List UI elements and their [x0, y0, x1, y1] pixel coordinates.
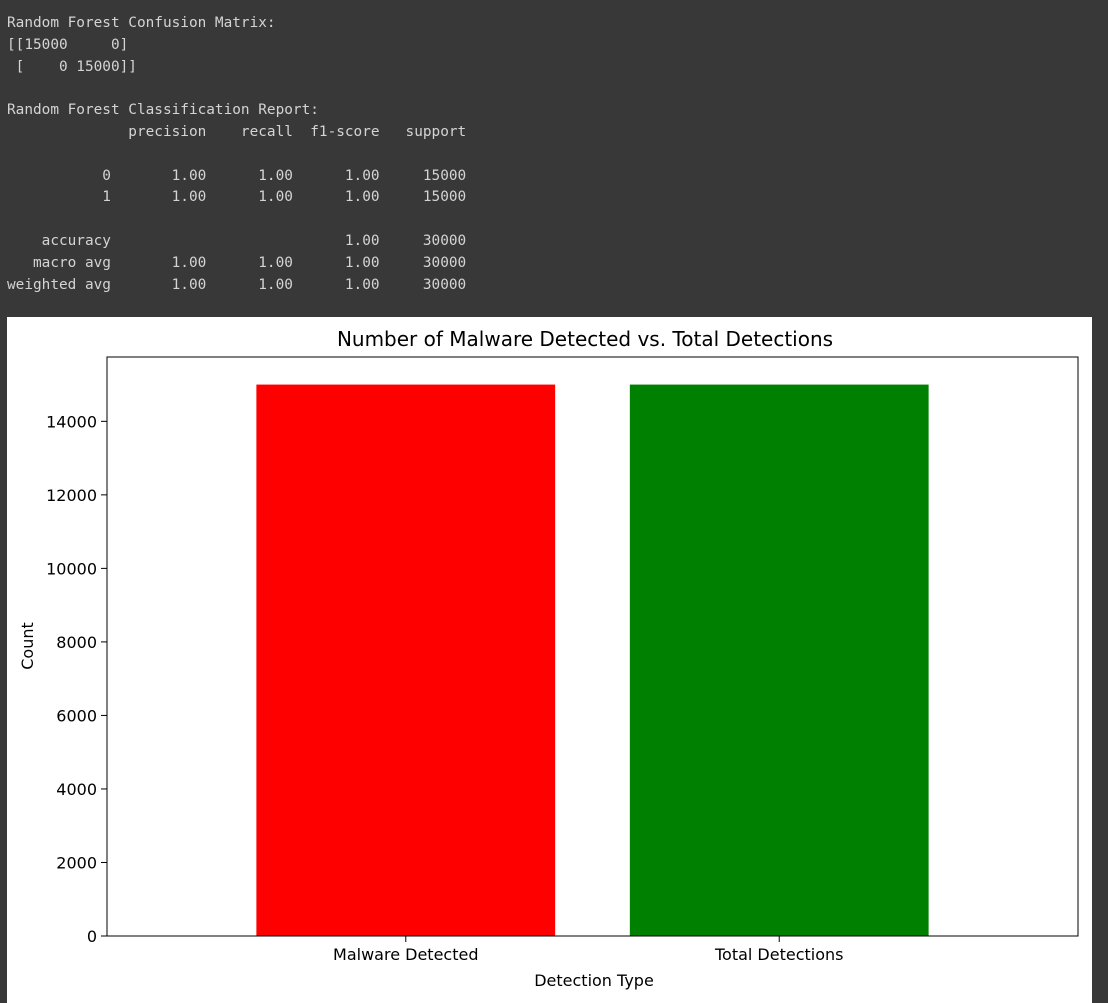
- plot-frame: [106, 356, 1079, 937]
- y-tick-label: 14000: [46, 412, 97, 431]
- chart-figure: Number of Malware Detected vs. Total Det…: [7, 317, 1092, 1003]
- y-tick-label: 6000: [56, 706, 97, 725]
- y-tick-label: 2000: [56, 853, 97, 872]
- y-axis-label: Count: [18, 622, 37, 670]
- bar-group: [256, 384, 929, 936]
- x-tick-label: Malware Detected: [333, 945, 478, 964]
- y-tick-label: 10000: [46, 559, 97, 578]
- y-tick-label: 0: [87, 927, 97, 946]
- y-axis: 0 2000 4000 6000 8000 10000 12000 14000: [46, 412, 107, 946]
- bar-malware-detected: [256, 384, 556, 936]
- bar-chart: Number of Malware Detected vs. Total Det…: [18, 327, 1079, 990]
- chart-title: Number of Malware Detected vs. Total Det…: [337, 327, 833, 351]
- divider-line: [800, 1000, 1090, 1001]
- x-axis-label: Detection Type: [534, 971, 654, 990]
- y-tick-label: 12000: [46, 486, 97, 505]
- cell-output: Random Forest Confusion Matrix: [[15000 …: [7, 15, 467, 293]
- x-tick-label: Total Detections: [714, 945, 844, 964]
- x-axis: Malware Detected Total Detections: [333, 936, 843, 964]
- bar-total-detections: [629, 384, 929, 936]
- y-tick-label: 8000: [56, 633, 97, 652]
- y-tick-label: 4000: [56, 780, 97, 799]
